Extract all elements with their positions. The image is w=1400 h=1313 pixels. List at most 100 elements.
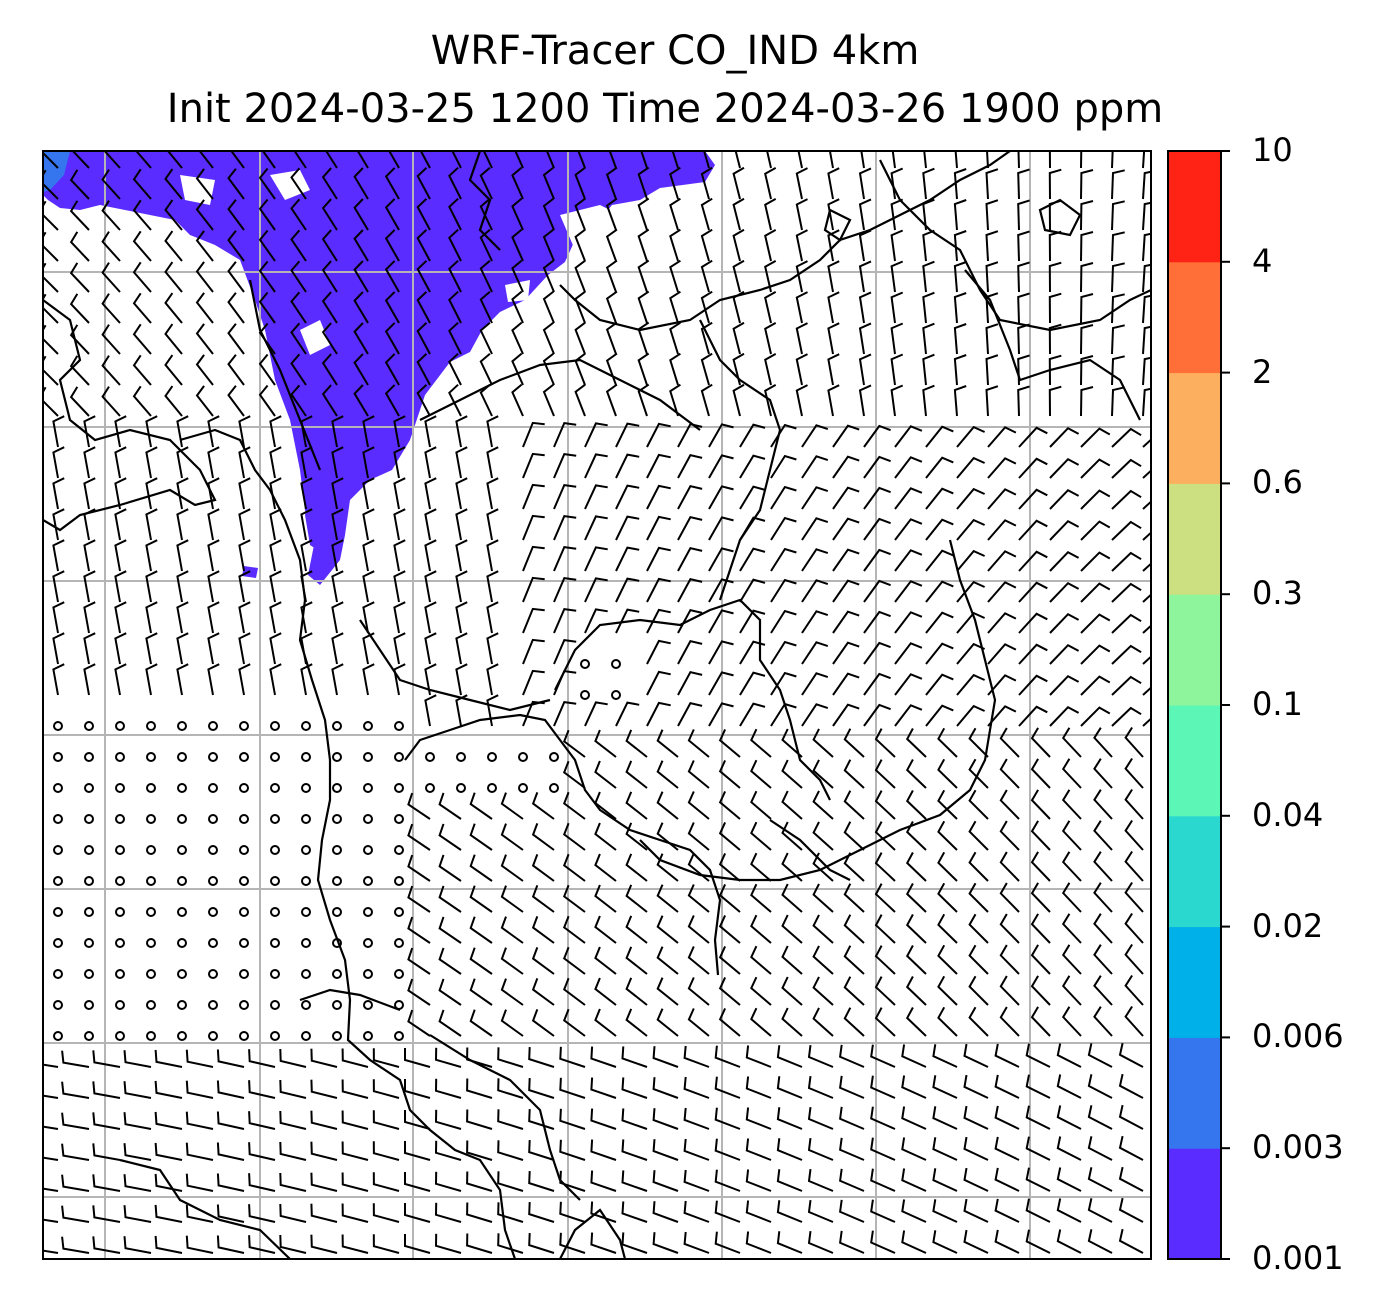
wind-barb [1080,262,1094,293]
wind-barb [1061,944,1082,975]
wind-barb [562,946,586,975]
wind-barb [1030,913,1051,944]
wind-barb [1049,674,1080,696]
wind-barb [448,228,462,262]
wind-barb [858,167,872,200]
wind-barb [770,640,797,665]
wind-barb [154,1142,183,1161]
wind-barb [750,976,772,1006]
calm-wind-marker [363,814,373,824]
wind-barb [145,446,158,479]
wind-barb [801,579,829,603]
wind-barb [827,198,840,231]
wind-barb [1017,292,1030,324]
wind-barb [164,230,183,262]
wind-barb [1087,1136,1113,1161]
wind-barb [615,515,640,541]
wind-barb [419,151,431,169]
wind-barb [1093,882,1113,913]
wind-barb [999,727,1020,758]
wind-barb [1111,324,1125,355]
wind-barb [863,672,891,696]
calm-wind-marker [208,721,218,731]
wind-barb [145,570,158,603]
wind-barb [801,672,829,696]
wind-barb [776,1138,803,1161]
wind-barb [922,229,935,262]
wind-barb [69,169,90,200]
wind-barb [828,151,834,169]
wind-barb [325,151,338,169]
wind-barb [269,477,282,510]
wind-barb [227,168,245,200]
wind-barb [1142,170,1151,200]
wind-barb [594,915,617,944]
wind-barb [863,610,891,634]
wind-barb [416,353,431,386]
wind-barb [1111,386,1125,417]
wind-barb [438,916,462,944]
wind-barb [987,457,1017,479]
colorbar-tick-label: 2 [1252,352,1273,391]
map-panel [43,151,1151,1259]
wind-barb [466,1202,493,1223]
wind-barb [1061,758,1082,789]
wind-barb [954,151,958,169]
wind-barb [925,549,954,572]
wind-barb [968,851,989,882]
wind-barb [874,821,896,851]
wind-barb [968,727,989,758]
wind-barb [176,539,189,572]
wind-barb [994,1229,1020,1254]
wind-barb [843,1007,865,1037]
wind-barb [932,1044,958,1068]
calm-wind-marker [53,907,63,917]
wind-barb [812,728,834,758]
wind-barb [646,546,671,572]
wind-barb [1080,293,1094,324]
wind-barb [1061,851,1082,882]
wind-barb [858,291,872,324]
wind-barb [905,728,927,758]
wind-barb [553,639,577,665]
calm-wind-marker [146,1000,156,1010]
wind-barb [1048,292,1062,324]
wind-barb [652,1077,679,1099]
wind-barb [621,1046,648,1068]
wind-barb [922,167,935,200]
wind-barb [863,703,891,727]
wind-barb [372,1110,400,1130]
wind-barb [1056,1136,1082,1161]
calm-wind-marker [394,907,404,917]
wind-barb [83,477,96,510]
wind-barb [1017,199,1030,231]
wind-barb [870,1230,896,1254]
wind-barb [750,852,772,882]
wind-barb [932,1075,958,1099]
wind-barb [393,539,406,572]
wind-barb [1118,1135,1144,1161]
wind-barb [52,539,65,572]
wind-barb [290,229,307,262]
wind-barb [605,166,618,200]
wind-barb [562,791,586,820]
wind-barb [300,508,313,541]
wind-barb [321,167,338,200]
wind-barb [238,446,251,479]
wind-barb [101,262,121,293]
wind-barb [362,601,375,634]
wind-barb [341,1203,369,1223]
wind-barb [922,291,935,324]
wind-barb [185,1111,214,1130]
calm-wind-marker [363,876,373,886]
calm-wind-marker [208,1000,218,1010]
wind-barb [584,515,608,541]
wind-barb [718,883,741,913]
calm-wind-marker [580,690,590,700]
wind-barb [925,704,954,727]
wind-barb [770,485,797,510]
wind-barb [531,823,555,851]
wind-barb [195,199,214,231]
wind-barb [700,321,713,355]
wind-barb [438,1009,462,1037]
